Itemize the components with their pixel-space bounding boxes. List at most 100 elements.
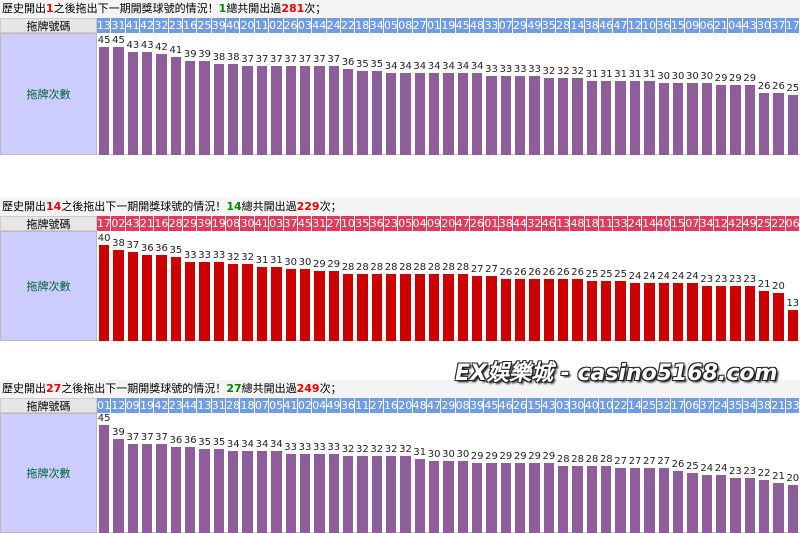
value-label: 26 [571, 266, 584, 278]
value-label: 29 [313, 259, 326, 271]
bar [629, 283, 641, 341]
ball-number: 21 [713, 18, 729, 33]
value-label: 45 [97, 413, 111, 424]
value-label: 37 [255, 54, 269, 66]
value-label: 37 [284, 54, 298, 66]
bar [500, 75, 512, 155]
ball-number: 49 [527, 18, 542, 33]
value-label: 28 [356, 261, 369, 273]
bar [672, 83, 684, 155]
bar [385, 456, 397, 533]
bar [644, 283, 655, 341]
bar [113, 249, 124, 341]
bar [615, 468, 626, 533]
header-text: 歷史開出 [2, 200, 46, 213]
bar [400, 73, 411, 155]
bar [170, 257, 182, 341]
value-label: 31 [614, 68, 628, 80]
row-label: 拖牌號碼 [0, 18, 97, 33]
value-label: 28 [370, 261, 384, 273]
ball-number: 17 [785, 18, 800, 33]
bar [271, 266, 282, 341]
header-text: 之後拖出下一期開獎球號的情況！ [61, 200, 227, 213]
bar [371, 273, 382, 341]
header-text: 1 [218, 2, 227, 15]
value-label: 36 [155, 242, 168, 254]
bar [185, 446, 196, 533]
ball-number: 37 [771, 18, 786, 33]
bar [687, 83, 698, 155]
bar [199, 449, 210, 533]
value-label: 33 [528, 63, 541, 75]
ball-number: 09 [125, 398, 141, 413]
value-label: 31 [628, 68, 642, 80]
value-label: 33 [198, 249, 211, 261]
bar [701, 285, 712, 341]
bar [127, 51, 139, 155]
bar [457, 273, 469, 341]
value-label: 41 [169, 44, 183, 56]
value-label: 33 [298, 441, 312, 453]
value-label: 25 [599, 269, 613, 280]
header-text: 次； [319, 200, 342, 213]
bar [371, 456, 382, 533]
bar [299, 66, 311, 155]
ball-number: 48 [412, 398, 427, 413]
bar [156, 444, 167, 533]
value-label: 33 [485, 63, 498, 75]
bar [572, 278, 583, 341]
bar [242, 451, 253, 533]
value-label: 43 [140, 39, 154, 51]
ball-number: 27 [369, 398, 384, 413]
row-label: 拖牌次數 [0, 33, 97, 155]
bar [529, 75, 540, 155]
bar [228, 264, 239, 341]
ball-number: 33 [785, 398, 800, 413]
ball-number: 47 [455, 216, 471, 231]
ball-number: 14 [627, 398, 643, 413]
value-label: 30 [284, 257, 298, 268]
value-label: 30 [442, 449, 455, 460]
bar [156, 54, 167, 155]
bar [730, 85, 741, 155]
bar [357, 71, 368, 155]
value-label: 21 [772, 470, 785, 482]
header-text: 249 [296, 382, 320, 395]
ball-number: 04 [728, 18, 743, 33]
ball-number: 35 [355, 216, 370, 231]
bar [414, 273, 425, 341]
bar [658, 468, 669, 533]
ball-number: 18 [240, 398, 255, 413]
value-label: 21 [757, 278, 771, 290]
value-label: 33 [212, 249, 226, 261]
value-label: 37 [140, 432, 154, 444]
ball-number: 09 [426, 216, 442, 231]
bar [629, 468, 641, 533]
bar [486, 75, 497, 155]
bar [99, 425, 110, 533]
section: 歷史開出1之後拖出下一期開獎球號的情況！1總共開出過281次； 拖牌號碼 拖牌次數 1… [0, 0, 800, 155]
value-label: 36 [140, 242, 154, 254]
value-label: 40 [97, 233, 111, 244]
value-label: 29 [470, 451, 484, 463]
value-label: 31 [642, 68, 656, 80]
value-label: 28 [585, 453, 599, 465]
row-label: 拖牌號碼 [0, 216, 97, 231]
bar [744, 285, 755, 341]
ball-number: 26 [513, 398, 528, 413]
header-text: 歷史開出 [2, 382, 46, 395]
ball-number: 36 [340, 398, 356, 413]
section-header: 歷史開出1之後拖出下一期開獎球號的情況！1總共開出過281次； [0, 0, 800, 18]
header-text: 次； [304, 2, 327, 15]
ball-number: 28 [168, 216, 184, 231]
bar [385, 273, 397, 341]
ball-number: 05 [398, 216, 413, 231]
value-label: 32 [226, 252, 240, 264]
header-text: 歷史開出 [2, 2, 46, 15]
bar [170, 446, 182, 533]
value-label: 25 [614, 269, 628, 280]
value-label: 27 [657, 456, 671, 468]
ball-number: 04 [312, 398, 327, 413]
bar [472, 463, 483, 533]
ball-number: 49 [742, 216, 757, 231]
